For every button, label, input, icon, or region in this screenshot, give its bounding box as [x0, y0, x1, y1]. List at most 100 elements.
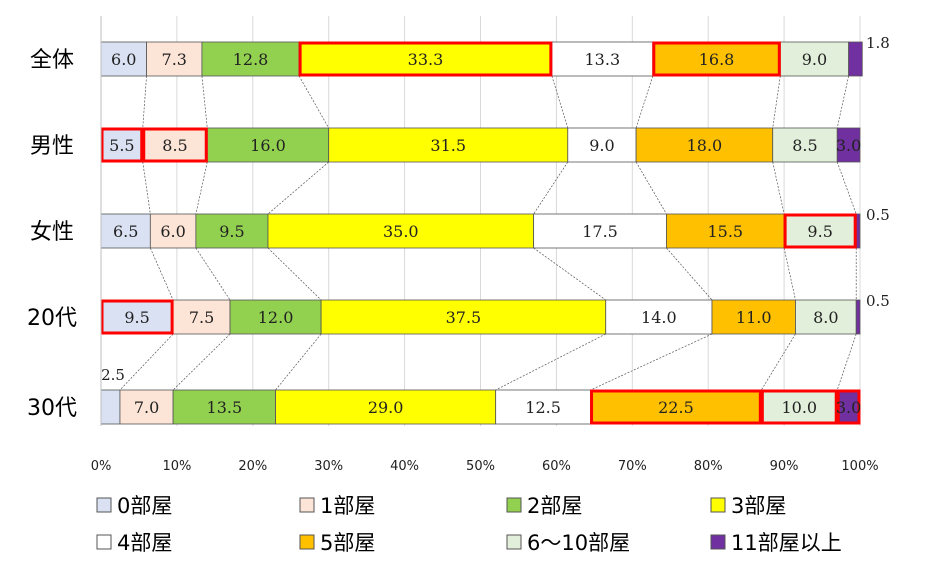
legend: 0部屋 1部屋 2部屋 3部屋 4部屋 5部屋 6～10部屋 11部屋以上 [96, 494, 842, 555]
bar-segment [711, 299, 796, 335]
connector-line [142, 161, 151, 215]
bar-segment [298, 41, 553, 77]
bar-segment [172, 299, 231, 335]
category-label: 30代 [27, 396, 77, 421]
data-label: 9.5 [807, 222, 832, 241]
legend-label: 1部屋 [320, 494, 375, 518]
connector-line [772, 75, 781, 129]
bar-segment [795, 299, 857, 335]
connector-line [783, 247, 796, 301]
connector-line [195, 161, 208, 215]
data-label: 17.5 [582, 222, 618, 241]
data-label: 33.3 [408, 50, 444, 69]
data-label: 15.5 [707, 222, 743, 241]
legend-label: 2部屋 [527, 494, 582, 518]
data-label: 1.8 [866, 34, 890, 52]
series-connector-lines [119, 75, 857, 391]
bars [100, 41, 863, 425]
category-label: 全体 [30, 48, 74, 73]
legend-label: 3部屋 [731, 494, 786, 518]
connector-line [142, 75, 147, 129]
data-label: 12.5 [525, 398, 561, 417]
connector-line [495, 333, 606, 391]
data-label: 29.0 [368, 398, 404, 417]
bar-segment [267, 213, 535, 249]
bar-segment [195, 213, 269, 249]
x-tick-label: 70% [618, 459, 647, 474]
x-tick-label: 20% [238, 459, 267, 474]
connector-line [172, 333, 231, 391]
data-label: 7.3 [162, 50, 187, 69]
highlight-box [590, 389, 762, 425]
connector-line [772, 161, 785, 215]
bar-segment [320, 299, 607, 335]
data-label: 5.5 [109, 136, 134, 155]
data-label: 18.0 [687, 136, 723, 155]
bar-segment [495, 389, 591, 425]
highlight-box [836, 389, 861, 425]
bar-segment [328, 127, 569, 163]
data-label: 14.0 [641, 308, 677, 327]
data-label: 13.5 [207, 398, 243, 417]
legend-swatch [506, 497, 522, 513]
data-label: 7.5 [189, 308, 214, 327]
category-label: 女性 [30, 220, 74, 245]
data-label: 10.0 [781, 398, 817, 417]
connector-line [195, 247, 231, 301]
data-label: 22.5 [658, 398, 694, 417]
highlight-box [100, 127, 144, 163]
data-label: 9.0 [802, 50, 827, 69]
connector-line [150, 247, 174, 301]
x-tick-label: 60% [542, 459, 571, 474]
x-tick-label: 80% [694, 459, 723, 474]
x-tick-label: 90% [770, 459, 799, 474]
legend-label: 5部屋 [320, 531, 375, 555]
bar-segment [533, 213, 667, 249]
data-label: 2.5 [101, 366, 125, 384]
bar-segment [666, 213, 785, 249]
connector-line [267, 247, 322, 301]
highlight-box [100, 299, 174, 335]
legend-swatch [710, 497, 726, 513]
data-label: 12.8 [233, 50, 269, 69]
bar-segment [652, 41, 781, 77]
data-label: 7.0 [134, 398, 159, 417]
connector-line [267, 161, 329, 215]
data-label: 9.5 [124, 308, 149, 327]
x-tick-label: 40% [390, 459, 419, 474]
data-label: 3.0 [836, 136, 861, 155]
category-label: 男性 [30, 134, 74, 159]
data-label: 16.8 [699, 50, 735, 69]
bar-segment [206, 127, 330, 163]
bar-segment [229, 299, 322, 335]
x-tick-label: 10% [162, 459, 191, 474]
bar-segment [590, 389, 762, 425]
bar-segment [567, 127, 637, 163]
data-label: 12.0 [258, 308, 294, 327]
connector-line [298, 75, 330, 129]
connector-line [533, 161, 569, 215]
connector-line [761, 333, 796, 391]
connector-line [635, 161, 667, 215]
legend-label: 0部屋 [117, 494, 172, 518]
data-label: 8.5 [162, 136, 187, 155]
data-label: 8.0 [813, 308, 838, 327]
data-label: 0.5 [866, 292, 890, 310]
connector-line [666, 247, 713, 301]
data-label: 6.0 [111, 50, 136, 69]
connector-line [275, 333, 322, 391]
connector-line [836, 161, 857, 215]
x-tick-label: 50% [466, 459, 495, 474]
data-label: 9.5 [219, 222, 244, 241]
legend-swatch [96, 497, 112, 513]
legend-swatch [299, 534, 315, 550]
bar-segment [836, 127, 861, 163]
data-label: 3.0 [836, 398, 861, 417]
connector-line [119, 333, 174, 391]
legend-swatch [299, 497, 315, 513]
connector-line [533, 247, 606, 301]
highlight-box [142, 127, 208, 163]
bar-segment [848, 41, 863, 77]
